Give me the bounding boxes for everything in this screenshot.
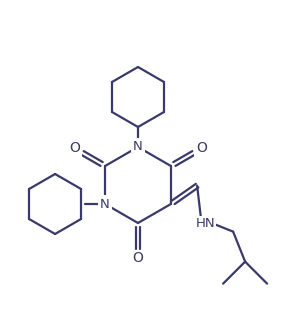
Text: O: O [69,141,80,156]
Text: N: N [100,198,110,211]
Text: O: O [196,141,207,156]
Text: N: N [133,141,143,154]
Text: HN: HN [195,217,215,230]
Text: O: O [132,251,143,265]
